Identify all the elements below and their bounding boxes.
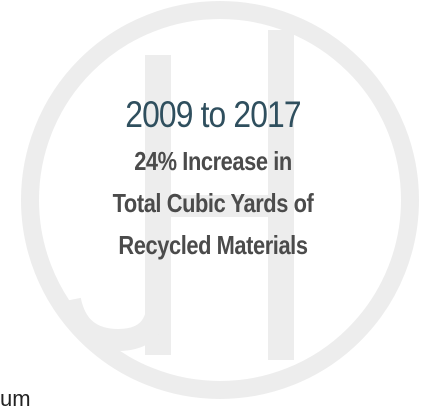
increase-statement-line-1: 24% Increase in — [134, 146, 292, 176]
increase-statement-line-3: Recycled Materials — [118, 230, 308, 260]
increase-statement: 24% Increase in Total Cubic Yards of Rec… — [34, 140, 392, 266]
watermark-circle — [21, 1, 419, 399]
watermark-h-crossbar — [171, 195, 268, 217]
watermark-j-hook — [59, 297, 169, 352]
headline-date-range: 2009 to 2017 — [125, 94, 301, 135]
increase-statement-line-2: Total Cubic Yards of — [112, 188, 314, 218]
watermark-h-right-stem — [268, 30, 294, 360]
footer-text-fragment: um — [0, 386, 31, 411]
